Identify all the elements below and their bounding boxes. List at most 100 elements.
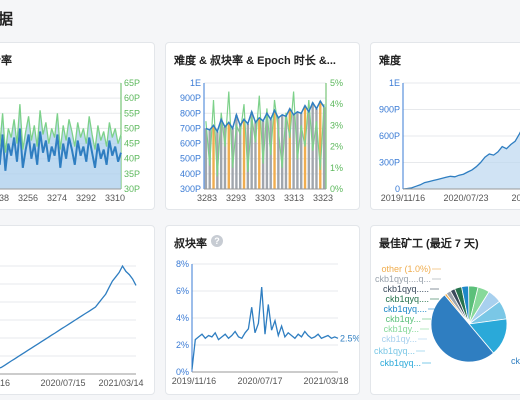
- pie-slice: [430, 294, 495, 363]
- y-left-tick-label: 1E: [389, 78, 400, 88]
- y-right-tick-label: 60P: [124, 93, 140, 103]
- x-tick-label: 3238: [0, 193, 9, 203]
- y-left-tick-label: 0%: [176, 367, 189, 377]
- pie-label: ckb1qyq....q...: [375, 274, 431, 284]
- y-right-tick-label: 2%: [330, 142, 343, 152]
- y-right-tick-label: 4%: [330, 99, 343, 109]
- y-left-tick-label: 300P: [180, 184, 201, 194]
- uncle-rate-title: 叔块率: [174, 238, 207, 250]
- hash-rate-chart: 30P 35P 40P 45P 50P 55P 60P 65P 3238 3256 3274 3292…: [0, 78, 140, 203]
- hash-rate-card: 哈希率 30P 35P 40P 45P 50P 55P 60P 65P 3238 3256 3274…: [0, 42, 155, 210]
- y-left-tick-label: 400P: [180, 169, 201, 179]
- y-left-tick-label: 600P: [379, 131, 400, 141]
- difficulty-title: 难度: [379, 55, 401, 67]
- difficulty-area: [403, 132, 520, 189]
- top-miners-pie-chart: other (1.0%)ckb1qyq....q...ckb1qyq.....c…: [374, 264, 520, 368]
- difficulty-bar: [254, 122, 257, 189]
- x-tick-label: 3283: [197, 193, 217, 203]
- y-left-tick-label: 800P: [180, 108, 201, 118]
- x-tick-label: 2021/03/18: [303, 376, 348, 386]
- y-right-tick-label: 1%: [330, 163, 343, 173]
- pie-label: ckb1qyq....: [383, 304, 427, 314]
- y-right-tick-label: 50P: [124, 123, 140, 133]
- pie-label: ckb1qyq.....: [383, 284, 429, 294]
- difficulty-bar: [322, 107, 326, 189]
- difficulty-bar: [204, 128, 208, 189]
- difficulty-bar: [246, 123, 250, 189]
- pie-label: ckb: [511, 356, 520, 366]
- difficulty-bar: [227, 122, 230, 189]
- question-circle-icon[interactable]: ?: [211, 235, 223, 247]
- difficulty-bar: [288, 108, 291, 189]
- y-left-tick-label: 8%: [176, 259, 189, 269]
- x-tick-label: 3292: [76, 193, 96, 203]
- page-title: 据: [0, 11, 14, 28]
- difficulty-bar: [216, 131, 219, 189]
- y-left-tick-label: 4%: [176, 313, 189, 323]
- series-line: [0, 264, 137, 369]
- y-left-tick-label: 600P: [180, 139, 201, 149]
- y-right-tick-label: 0%: [330, 184, 343, 194]
- x-tick-label: 3274: [47, 193, 67, 203]
- left-partial-card: 16 2020/07/15 2021/03/14: [0, 225, 155, 395]
- pie-label: ckb1qy...: [382, 334, 417, 344]
- pie-label: ckb1qyq...: [380, 358, 421, 368]
- difficulty-bar: [319, 101, 322, 189]
- y-right-tick-label: 5%: [330, 78, 343, 88]
- y-left-tick-label: 300P: [379, 158, 400, 168]
- y-right-tick-label: 30P: [124, 184, 140, 194]
- difficulty-card: 难度 0 300P 600P 900P 1E 2019/11/16 2020/07/23 20…: [370, 42, 520, 210]
- hash-area: [0, 104, 121, 189]
- y-right-tick-label: 45P: [124, 139, 140, 149]
- x-tick-label: 2020/07/23: [443, 193, 488, 203]
- x-tick-label: 2019/11/16: [172, 376, 216, 386]
- uncle-rate-card: 叔块率 ? 0% 2% 4% 6% 8% 2.5% 2019/11/16 2020/07/17…: [165, 225, 360, 395]
- difficulty-bar: [300, 113, 303, 189]
- uncle-rate-line: [191, 286, 339, 370]
- x-tick-label: 3303: [255, 193, 275, 203]
- difficulty-bar: [292, 114, 295, 189]
- x-tick-label: 2019/11/16: [381, 193, 425, 203]
- difficulty-bar: [273, 110, 276, 189]
- top-miners-title: 最佳矿工 (最近 7 天): [379, 238, 479, 250]
- y-left-tick-label: 6%: [176, 286, 189, 296]
- x-tick-label: 3293: [226, 193, 246, 203]
- y-left-tick-label: 2%: [176, 340, 189, 350]
- hash-rate-title: 哈希率: [0, 55, 12, 67]
- x-tick-label: 3313: [284, 193, 304, 203]
- x-tick-label: 3310: [105, 193, 125, 203]
- y-left-tick-label: 0: [395, 184, 400, 194]
- x-tick-label: 3256: [18, 193, 38, 203]
- y-left-tick-label: 900P: [180, 93, 201, 103]
- pie-label: ckb1qyq...: [374, 346, 415, 356]
- x-tick-label: 2020/07/17: [237, 376, 282, 386]
- difficulty-bar: [284, 116, 288, 189]
- difficulty-bar: [280, 114, 284, 189]
- top-miners-card: 最佳矿工 (最近 7 天) other (1.0%) ckb1qyq....q..…: [370, 225, 520, 395]
- uncle-rate-chart: 0% 2% 4% 6% 8% 2.5% 2019/11/16 2020/07/17 2021/0…: [172, 259, 359, 386]
- difficulty-bar: [212, 125, 215, 189]
- pie-label: ckb1qy...: [384, 324, 419, 334]
- pie-label: ckb1qyq....: [385, 294, 429, 304]
- y-right-tick-label: 3%: [330, 120, 343, 130]
- y-left-tick-label: 900P: [379, 105, 400, 115]
- pie-label: other (1.0%): [381, 264, 431, 274]
- difficulty-bar: [242, 119, 246, 189]
- y-right-tick-label: 65P: [124, 78, 140, 88]
- x-tick-label: 2021/03/: [511, 193, 520, 203]
- difficulty-line: [205, 99, 325, 134]
- left-partial-chart: 16 2020/07/15 2021/03/14: [0, 264, 144, 388]
- difficulty-bar: [239, 125, 242, 189]
- uncle-rate-line: [205, 91, 325, 177]
- difficulty-bar: [307, 111, 311, 189]
- series-line-green: [0, 104, 122, 153]
- difficulty-bar: [219, 119, 223, 189]
- difficulty-bar: [265, 113, 269, 189]
- y-right-tick-label: 55P: [124, 108, 140, 118]
- difficulty-combo-title: 难度 & 叔块率 & Epoch 时长 &...: [174, 55, 336, 67]
- series-line-blue: [0, 128, 122, 171]
- difficulty-bar: [223, 126, 227, 189]
- difficulty-bar: [235, 114, 238, 189]
- difficulty-bar: [258, 117, 261, 189]
- x-tick-label: 2020/07/15: [40, 378, 85, 388]
